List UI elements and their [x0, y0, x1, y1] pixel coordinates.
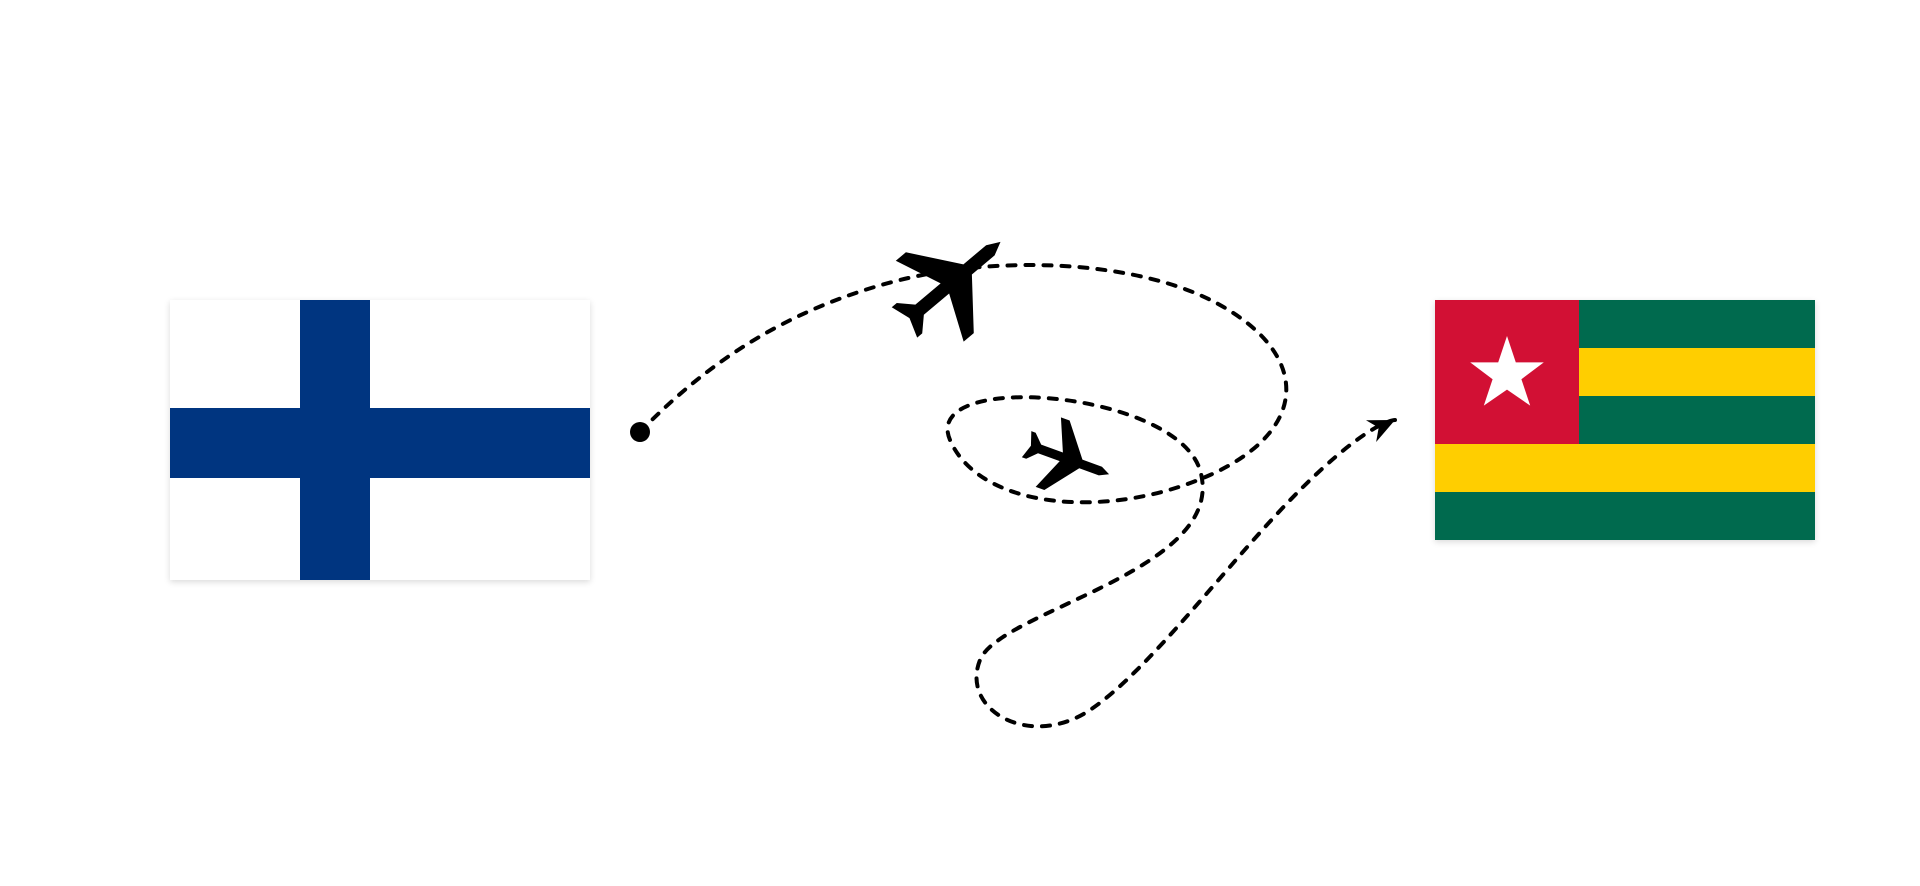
route-start-dot — [630, 422, 650, 442]
destination-flag-togo — [1435, 300, 1815, 540]
togo-stripe-5 — [1435, 492, 1815, 540]
route-arrow-head — [1366, 409, 1400, 442]
togo-star-icon — [1467, 332, 1547, 412]
finland-horizontal-bar — [170, 408, 590, 478]
route-path-line — [640, 265, 1395, 726]
airplane-icon — [871, 201, 1035, 362]
togo-canton — [1435, 300, 1579, 444]
origin-flag-finland — [170, 300, 590, 580]
airplane-icon — [1014, 409, 1122, 508]
togo-stripe-4 — [1435, 444, 1815, 492]
